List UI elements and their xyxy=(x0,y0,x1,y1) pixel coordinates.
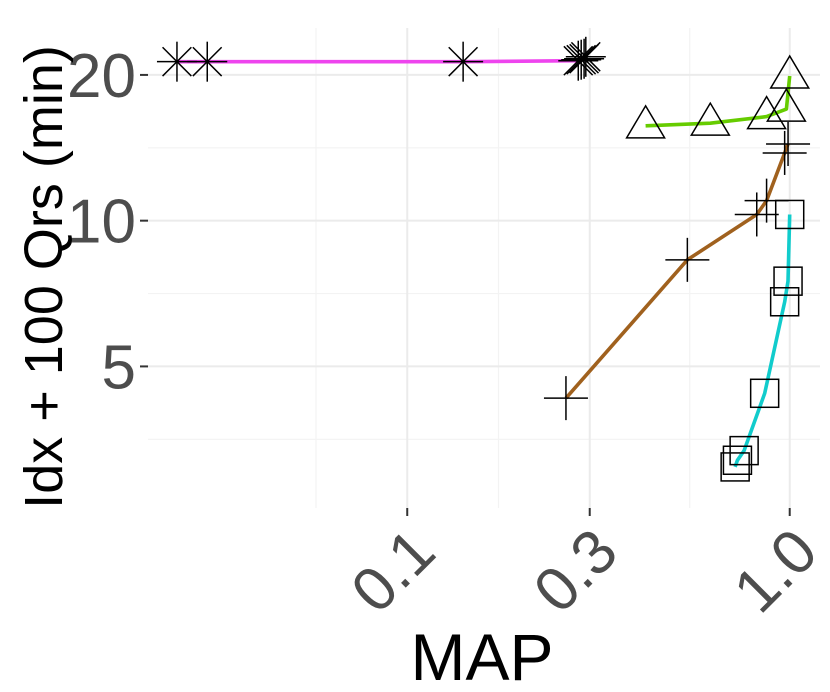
marker-asterisk xyxy=(558,40,599,81)
marker-triangle xyxy=(769,54,811,89)
y-tick-label: 10 xyxy=(67,188,136,257)
y-tick-label: 20 xyxy=(67,42,136,111)
marker-square xyxy=(774,199,805,230)
marker-plus xyxy=(665,237,710,282)
y-axis-ticks: 5 10 20 xyxy=(67,42,148,402)
marker-plus xyxy=(734,192,779,237)
grid xyxy=(148,28,820,508)
series-lines xyxy=(177,55,792,468)
marker-plus xyxy=(762,130,807,175)
marker-square xyxy=(722,445,753,476)
x-tick-label: 0.3 xyxy=(521,516,631,626)
marker-square xyxy=(729,435,759,466)
x-axis-title: MAP xyxy=(410,620,553,692)
marker-plus xyxy=(766,121,811,166)
series-line-4 xyxy=(733,214,792,468)
marker-triangle xyxy=(689,101,731,136)
marker-asterisk xyxy=(443,41,484,82)
series-line-1 xyxy=(177,55,588,64)
marker-triangle xyxy=(746,95,787,130)
marker-asterisk xyxy=(565,36,606,77)
marker-square xyxy=(769,287,800,317)
marker-square xyxy=(749,378,780,409)
series-line-3 xyxy=(564,143,790,400)
marker-asterisk xyxy=(561,39,602,80)
series-markers xyxy=(156,36,811,482)
y-tick-label: 5 xyxy=(102,333,136,402)
x-axis-ticks: 0.1 0.3 1.0 xyxy=(339,508,830,626)
marker-triangle xyxy=(766,87,807,122)
marker-square xyxy=(773,266,803,296)
marker-plus xyxy=(543,376,588,421)
x-tick-label: 1.0 xyxy=(721,516,830,626)
marker-triangle xyxy=(625,104,666,139)
y-axis-title: Idx + 100 Qrs (min) xyxy=(14,45,74,509)
series-line-2 xyxy=(645,75,792,128)
marker-asterisk xyxy=(187,41,228,82)
x-tick-label: 0.1 xyxy=(339,516,449,626)
marker-square xyxy=(720,452,750,482)
